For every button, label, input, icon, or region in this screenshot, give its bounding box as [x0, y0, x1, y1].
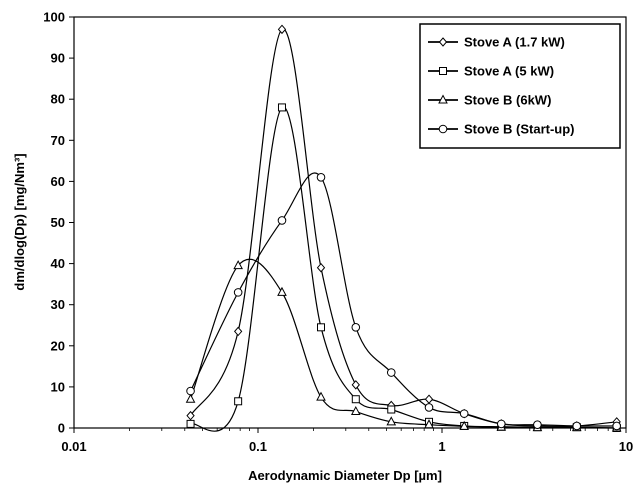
- legend-marker: [438, 37, 448, 47]
- data-point: [316, 391, 326, 401]
- data-point: [185, 393, 196, 403]
- data-point: [351, 323, 361, 332]
- data-point: [316, 262, 326, 273]
- x-tick-label: 0.01: [61, 439, 86, 454]
- data-point: [233, 288, 243, 297]
- series-line: [190, 28, 617, 427]
- data-point: [572, 421, 582, 431]
- x-tick-label: 1: [438, 439, 445, 454]
- data-point: [533, 420, 542, 430]
- y-tick-label: 80: [51, 92, 65, 107]
- y-axis-title: dm/dlog(Dp) [mg/Nm³]: [12, 153, 27, 290]
- y-tick-label: 10: [51, 379, 65, 394]
- data-point: [612, 421, 621, 431]
- legend-marker: [438, 94, 448, 104]
- y-tick-label: 90: [51, 51, 65, 66]
- legend-item: Stove B (6kW): [428, 93, 551, 108]
- series-layer: [185, 24, 622, 432]
- data-point: [316, 172, 326, 182]
- x-tick-label: 0.1: [249, 439, 267, 454]
- data-point: [350, 405, 361, 416]
- series-4: [186, 172, 621, 431]
- legend-marker: [438, 124, 448, 134]
- legend-box: [419, 23, 621, 149]
- x-axis-title: Aerodynamic Diameter Dp [µm]: [248, 468, 442, 483]
- data-point: [277, 103, 286, 112]
- data-point: [386, 416, 397, 426]
- legend-label: Stove B (Start-up): [464, 122, 575, 137]
- data-point: [233, 326, 243, 337]
- x-tick-label: 10: [619, 439, 633, 454]
- legend-item: Stove A (1.7 kW): [428, 35, 565, 50]
- y-tick-label: 0: [58, 421, 65, 436]
- data-point: [277, 286, 287, 296]
- data-point: [496, 419, 506, 429]
- y-tick-label: 40: [51, 256, 65, 271]
- data-point: [424, 394, 434, 404]
- legend: Stove A (1.7 kW) Stove A (5 kW) Stove B (6…: [419, 23, 621, 149]
- axes: 0 10 20 30 40 50 60 70 80 90 100 0.01 0.1 1 10: [43, 10, 633, 455]
- y-tick-label: 100: [43, 10, 65, 25]
- series-line: [189, 258, 617, 429]
- data-point: [186, 410, 195, 421]
- data-point: [424, 403, 434, 412]
- data-point: [317, 323, 326, 332]
- legend-label: Stove B (6kW): [464, 93, 551, 108]
- data-point: [234, 397, 243, 406]
- series-3: [185, 258, 622, 432]
- data-point: [424, 419, 434, 429]
- data-point: [386, 368, 396, 377]
- data-point: [387, 405, 396, 414]
- y-tick-label: 70: [51, 133, 65, 148]
- data-point: [351, 380, 360, 390]
- legend-item: Stove A (5 kW): [428, 64, 554, 79]
- series-line: [190, 106, 617, 432]
- data-point: [277, 216, 287, 225]
- legend-marker: [439, 67, 447, 75]
- data-point: [351, 395, 360, 404]
- data-point: [459, 420, 470, 430]
- legend-item: Stove B (Start-up): [428, 122, 575, 137]
- y-tick-label: 60: [51, 174, 65, 189]
- y-tick-label: 20: [51, 338, 65, 353]
- data-point: [186, 386, 195, 396]
- data-point: [277, 24, 287, 35]
- y-tick-label: 30: [51, 297, 65, 312]
- data-point: [459, 409, 469, 418]
- legend-label: Stove A (5 kW): [464, 64, 554, 79]
- data-point: [233, 260, 243, 270]
- data-point: [186, 419, 195, 428]
- y-tick-label: 50: [51, 215, 65, 230]
- legend-label: Stove A (1.7 kW): [464, 35, 565, 50]
